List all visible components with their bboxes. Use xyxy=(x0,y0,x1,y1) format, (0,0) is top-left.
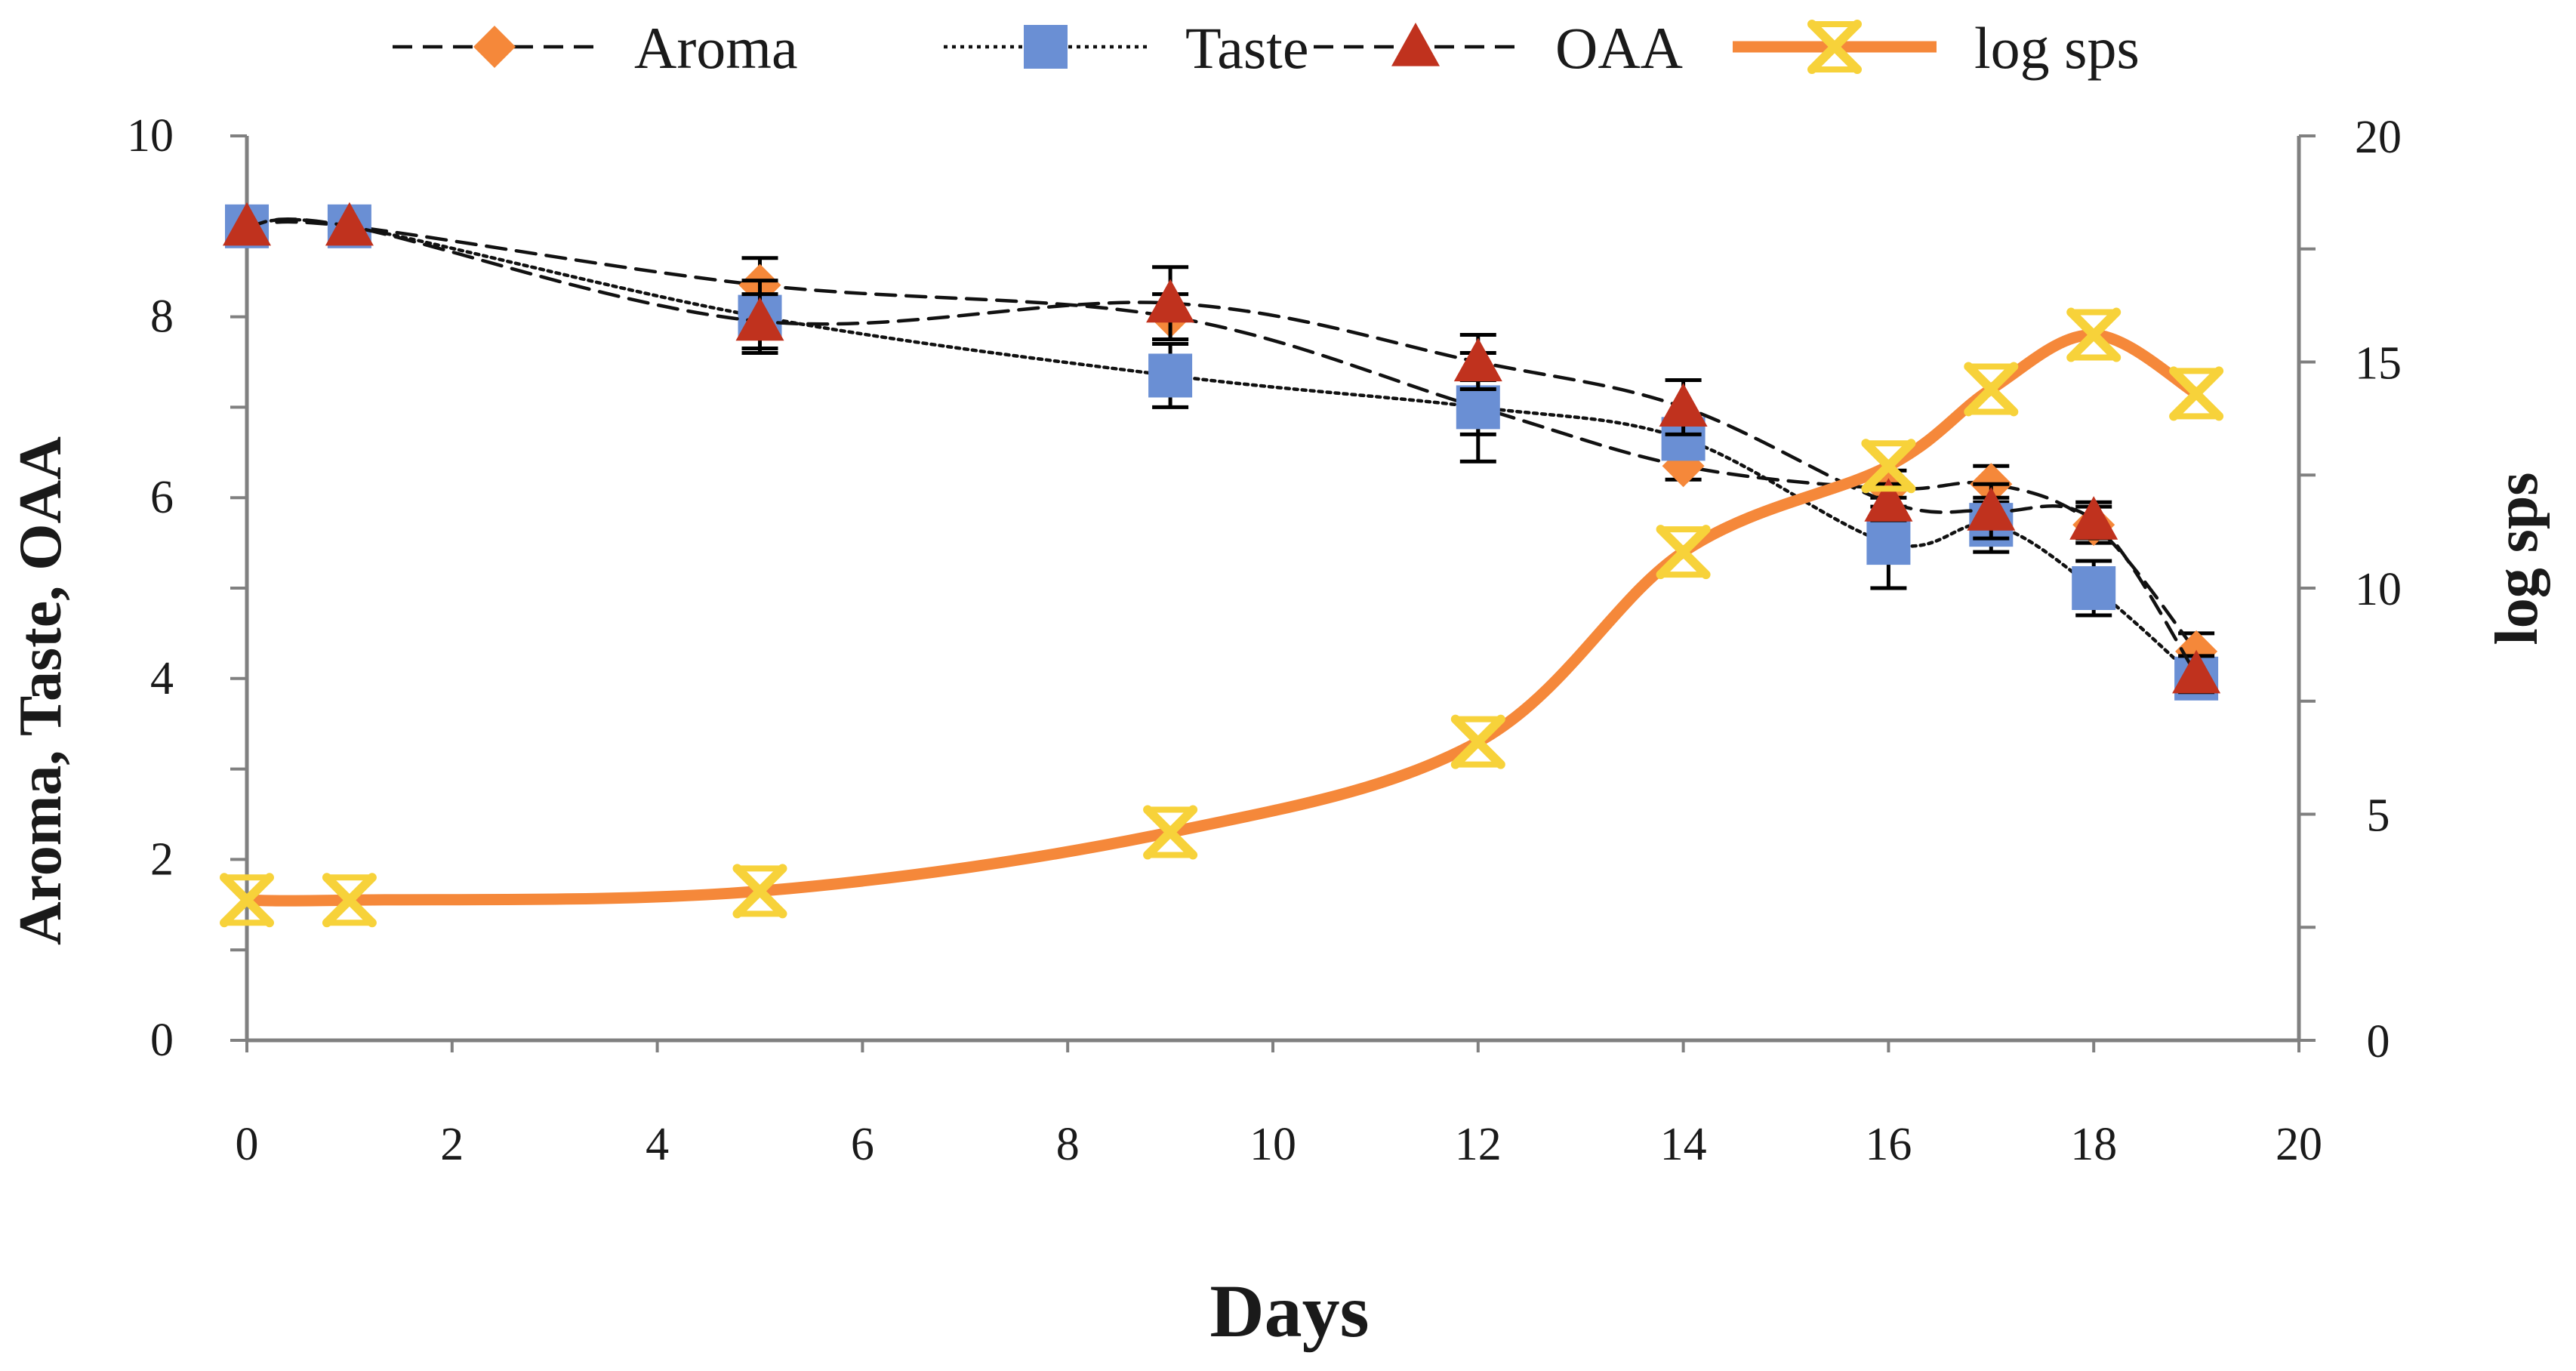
error-bars xyxy=(741,256,2215,672)
data-point xyxy=(1861,439,1916,494)
marker-stroke xyxy=(1807,20,1862,74)
data-point xyxy=(220,873,274,928)
legend-swatch-marker xyxy=(473,26,516,68)
x-tick-label: 14 xyxy=(1660,1119,1707,1170)
marker-stroke xyxy=(220,873,274,928)
data-point xyxy=(2172,649,2221,694)
legend-swatch-marker xyxy=(1024,25,1068,69)
x-tick-label: 0 xyxy=(236,1119,259,1170)
axes: 0 2 4 6 8 10 12 14 16 18 20 0 2 4 6 8 10 0 5 10 15 20 xyxy=(127,110,2402,1170)
y-tick-label: 6 xyxy=(150,472,174,523)
x-tick-label: 20 xyxy=(2276,1119,2322,1170)
data-point xyxy=(735,297,784,341)
x-tick-label: 18 xyxy=(2070,1119,2117,1170)
legend-label: Taste xyxy=(1185,15,1308,81)
x-tick-label: 12 xyxy=(1455,1119,1502,1170)
x-tick-label: 16 xyxy=(1865,1119,1912,1170)
marker-stroke xyxy=(1656,525,1711,580)
legend-item-aroma: Aroma xyxy=(393,15,798,81)
legend-swatch-marker xyxy=(1391,23,1440,66)
y2-axis-title: log sps xyxy=(2484,473,2550,645)
data-point xyxy=(1450,714,1505,769)
marker-stroke xyxy=(2066,307,2122,362)
data-point xyxy=(1146,279,1195,323)
data-point xyxy=(1967,487,2016,531)
data-point xyxy=(1143,805,1198,860)
marker-stroke xyxy=(1450,714,1505,769)
marker-stroke xyxy=(1861,439,1916,494)
series-layer xyxy=(220,202,2224,928)
x-axis-title: Days xyxy=(1209,1269,1369,1353)
legend-item-oaa: OAA xyxy=(1314,15,1683,81)
y-tick-label: 2 xyxy=(150,833,174,885)
y2-tick-label: 5 xyxy=(2367,790,2390,842)
x-tick-label: 8 xyxy=(1056,1119,1080,1170)
data-point xyxy=(1148,353,1193,398)
x-tick-label: 10 xyxy=(1249,1119,1296,1170)
y2-tick-label: 20 xyxy=(2355,112,2402,163)
series-aroma xyxy=(226,205,2218,673)
data-point xyxy=(2066,307,2122,362)
data-point xyxy=(1453,337,1502,382)
legend-label: OAA xyxy=(1555,15,1683,81)
data-point xyxy=(1864,478,1913,522)
x-tick-label: 2 xyxy=(440,1119,464,1170)
data-point xyxy=(1866,521,1911,565)
y-axis-title: Aroma, Taste, OAA xyxy=(8,436,74,945)
marker-stroke xyxy=(1964,362,2019,417)
y2-tick-label: 10 xyxy=(2355,564,2402,615)
data-point xyxy=(2069,496,2118,540)
y-tick-label: 8 xyxy=(150,291,174,343)
y-tick-label: 0 xyxy=(150,1015,174,1066)
marker-stroke xyxy=(322,873,377,928)
data-point xyxy=(1659,383,1708,427)
data-point xyxy=(1656,525,1711,580)
legend-item-taste: Taste xyxy=(944,15,1308,81)
x-tick-label: 4 xyxy=(646,1119,669,1170)
marker-stroke xyxy=(2169,366,2224,421)
y2-tick-label: 0 xyxy=(2367,1016,2390,1068)
legend-item-log-sps: log sps xyxy=(1733,15,2140,81)
y-tick-label: 10 xyxy=(127,110,174,162)
marker-stroke xyxy=(732,864,787,919)
data-point xyxy=(2169,366,2224,421)
data-point xyxy=(322,873,377,928)
data-point xyxy=(732,864,787,919)
legend-swatch-marker xyxy=(1807,20,1862,74)
data-point xyxy=(1456,385,1500,430)
data-point xyxy=(1964,362,2019,417)
data-point xyxy=(2072,566,2116,610)
data-point xyxy=(325,202,374,246)
series-log-sps xyxy=(220,307,2224,928)
y-tick-label: 4 xyxy=(150,653,174,704)
data-point xyxy=(223,202,271,246)
series-oaa xyxy=(223,202,2221,695)
x-tick-label: 6 xyxy=(851,1119,874,1170)
series-line xyxy=(241,329,2202,907)
series-line xyxy=(245,217,2199,681)
marker-stroke xyxy=(1143,805,1198,860)
legend: Aroma Taste OAA log sps xyxy=(393,15,2140,81)
legend-label: Aroma xyxy=(634,15,798,81)
y2-tick-label: 15 xyxy=(2355,338,2402,390)
legend-label: log sps xyxy=(1974,15,2140,81)
